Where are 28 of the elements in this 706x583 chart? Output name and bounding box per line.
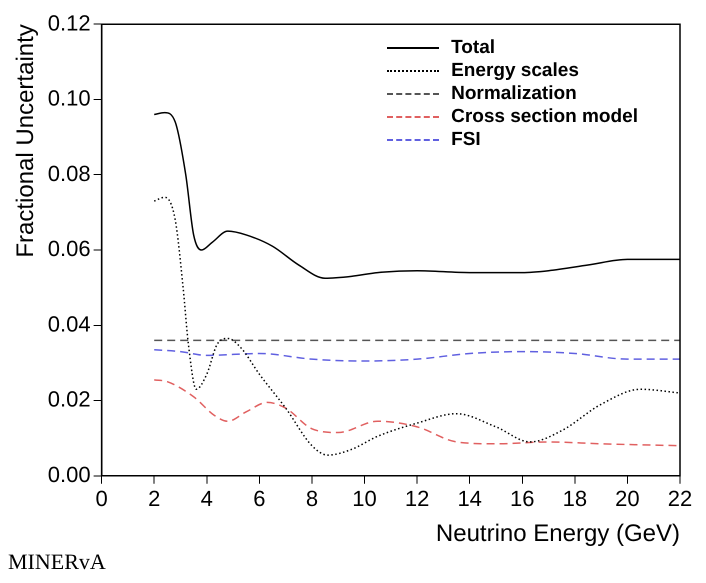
text: MINERvA <box>8 549 106 575</box>
x-tick-label: 10 <box>352 486 377 512</box>
y-tick-label: 0.12 <box>48 10 91 36</box>
y-tick-label: 0.06 <box>48 236 91 262</box>
x-tick-label: 16 <box>510 486 534 512</box>
x-tick-label: 6 <box>253 486 266 512</box>
x-tick-label: 12 <box>404 486 430 512</box>
x-tick-label: 14 <box>457 486 482 512</box>
legend-label: Total <box>451 36 496 58</box>
legend-label: FSI <box>451 128 481 150</box>
y-tick-label: 0.02 <box>48 386 91 412</box>
legend-label: Normalization <box>451 82 577 104</box>
x-tick-label: 4 <box>200 486 213 512</box>
x-tick-label: 8 <box>306 486 318 512</box>
x-tick-label: 20 <box>615 486 640 512</box>
y-tick-label: 0.00 <box>48 462 91 487</box>
y-tick-label: 0.10 <box>48 86 91 111</box>
y-tick-label: 0.04 <box>48 311 91 336</box>
x-tick-label: 0 <box>95 486 108 512</box>
x-axis-title: Neutrino Energy (GeV) <box>436 520 680 548</box>
legend-label: Cross section model <box>451 106 638 128</box>
x-tick-label: 18 <box>562 486 588 512</box>
line-series <box>153 348 680 362</box>
x-tick-label: 22 <box>668 486 692 512</box>
legend-label: Energy scales <box>451 60 579 82</box>
x-tick-label: 2 <box>148 486 160 512</box>
y-tick-label: 0.08 <box>48 160 91 186</box>
y-axis-title: Fractional Uncertainty <box>12 24 40 258</box>
